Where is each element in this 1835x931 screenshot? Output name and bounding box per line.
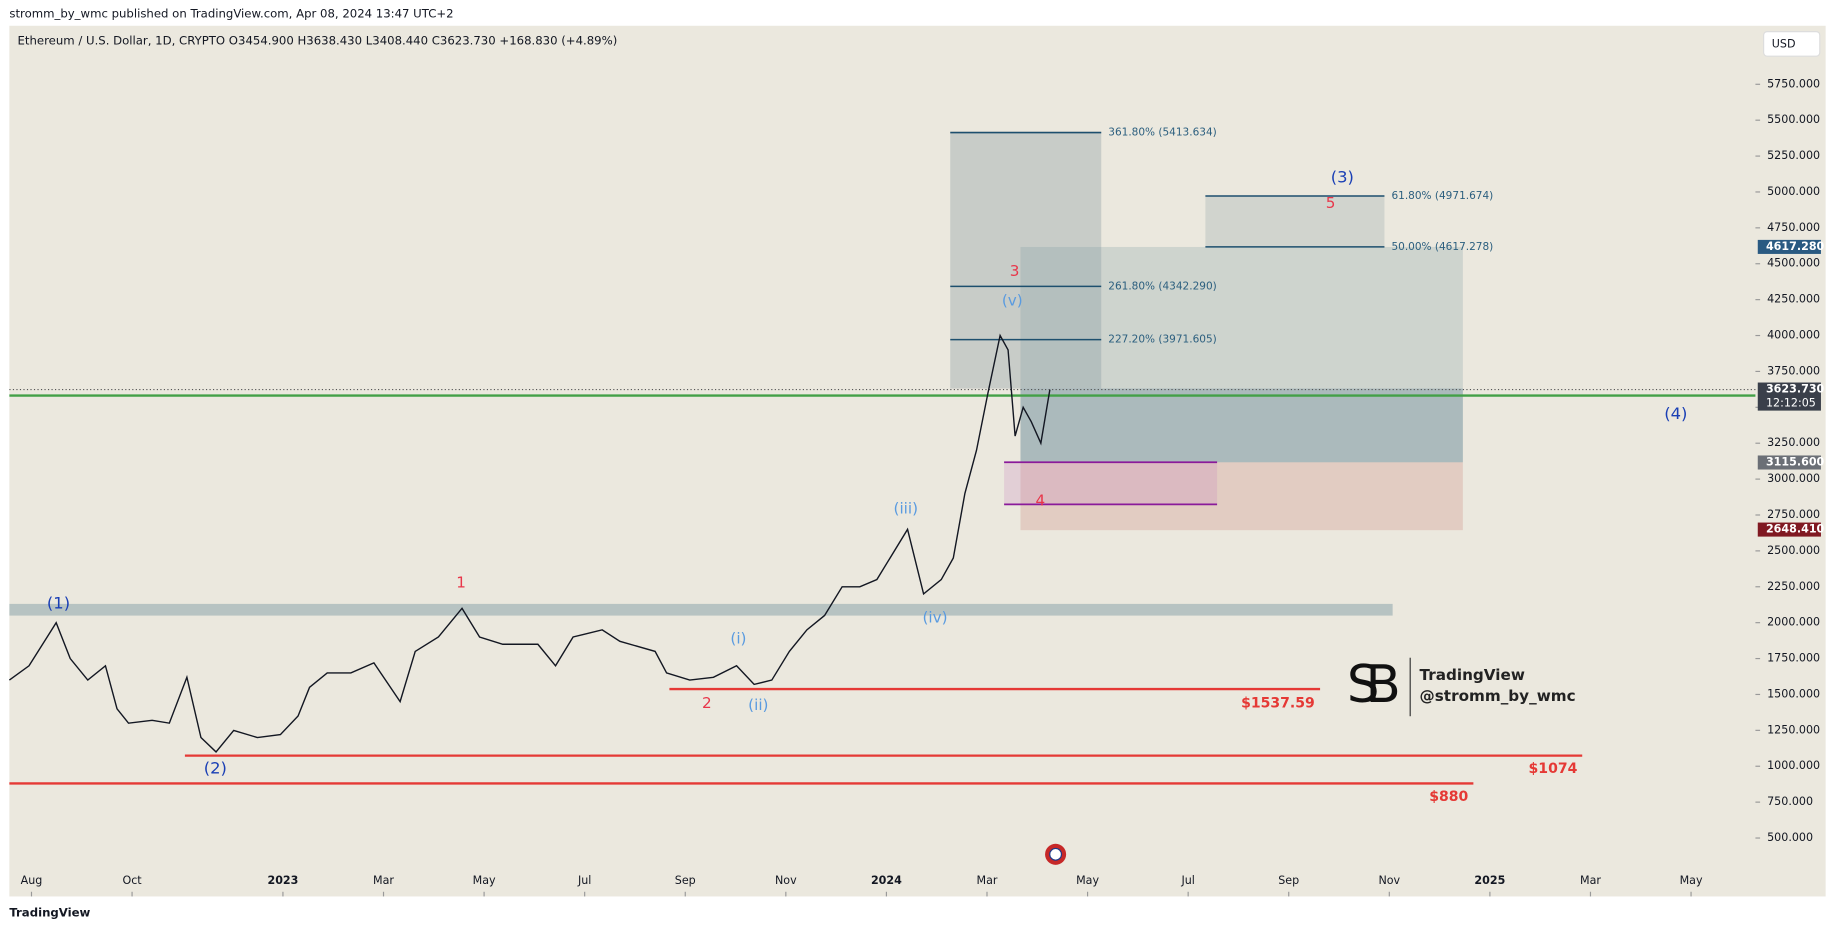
- y-tick-label: 1000.000: [1767, 759, 1820, 772]
- wave-label: 2: [702, 694, 712, 712]
- x-tick-label: Mar: [373, 874, 394, 887]
- x-tick-label: Sep: [1278, 874, 1299, 887]
- x-tick-label: May: [1076, 874, 1099, 887]
- price-badge: [1757, 239, 1821, 254]
- y-tick-label: 4250.000: [1767, 293, 1820, 306]
- wave4-box: [1004, 462, 1218, 505]
- x-tick-label: Mar: [1580, 874, 1601, 887]
- y-tick-label: 2500.000: [1767, 544, 1820, 557]
- y-tick-label: 1750.000: [1767, 652, 1820, 665]
- wave-label: (1): [47, 593, 70, 612]
- support-label: $1074: [1529, 761, 1578, 777]
- x-tick-label: Nov: [1378, 874, 1400, 887]
- y-tick-label: 4750.000: [1767, 221, 1820, 234]
- y-tick-label: 1500.000: [1767, 687, 1820, 700]
- wave-label: (2): [204, 758, 227, 777]
- support-label: $880: [1429, 789, 1468, 805]
- entry-zone: [1020, 388, 1463, 463]
- x-tick-label: Jul: [577, 874, 591, 887]
- price-badge-label: 4617.280: [1766, 240, 1825, 253]
- wave-label: 3: [1010, 262, 1020, 280]
- price-badge: [1757, 455, 1821, 470]
- y-tick-label: 5750.000: [1767, 77, 1820, 90]
- y-tick-label: 5000.000: [1767, 185, 1820, 198]
- watermark-brand: TradingView: [1420, 666, 1525, 684]
- y-tick-label: 1250.000: [1767, 723, 1820, 736]
- watermark-handle: @stromm_by_wmc: [1420, 687, 1576, 705]
- drawings: [9, 131, 1756, 616]
- y-tick-label: 5250.000: [1767, 149, 1820, 162]
- wave-label: 5: [1326, 194, 1336, 212]
- x-tick-label: Mar: [977, 874, 998, 887]
- fib-label: 61.80% (4971.674): [1391, 190, 1493, 202]
- target-zone: [1020, 246, 1463, 463]
- price-badge-label: 3115.600: [1766, 456, 1825, 469]
- currency-box[interactable]: [1763, 31, 1821, 57]
- fib-label: 50.00% (4617.278): [1391, 241, 1493, 253]
- fib-label: 261.80% (4342.290): [1108, 280, 1217, 292]
- y-tick-label: 5500.000: [1767, 113, 1820, 126]
- y-tick-label: 2750.000: [1767, 508, 1820, 521]
- y-tick-label: 3250.000: [1767, 436, 1820, 449]
- support-label: $1537.59: [1241, 695, 1315, 711]
- wave-label: (v): [1002, 291, 1023, 309]
- wave-label: (3): [1331, 167, 1354, 186]
- fib-label: 361.80% (5413.634): [1108, 127, 1217, 139]
- publisher: stromm_by_wmc published on TradingView.c…: [9, 7, 453, 21]
- x-tick-label: 2023: [267, 874, 298, 887]
- y-tick-label: 750.000: [1767, 795, 1813, 808]
- chart-background: [9, 25, 1826, 897]
- y-tick-label: 4000.000: [1767, 329, 1820, 342]
- footer: TradingView: [9, 905, 90, 919]
- y-tick-label: 3000.000: [1767, 472, 1820, 485]
- fib-box: [1205, 195, 1385, 247]
- y-tick-label: 3750.000: [1767, 364, 1820, 377]
- x-tick-label: 2024: [871, 874, 902, 887]
- x-tick-label: Sep: [675, 874, 696, 887]
- x-tick-label: Nov: [775, 874, 797, 887]
- x-tick-label: Aug: [21, 874, 43, 887]
- wave-label: (i): [730, 629, 746, 647]
- x-tick-label: Jul: [1180, 874, 1194, 887]
- price-badge: [1757, 522, 1821, 537]
- x-tick-label: May: [1680, 874, 1703, 887]
- wave-label: 4: [1036, 491, 1046, 509]
- x-tick-label: May: [473, 874, 496, 887]
- wave-label: (iii): [894, 500, 919, 518]
- x-tick-label: Oct: [122, 874, 142, 887]
- y-tick-label: 2250.000: [1767, 580, 1820, 593]
- wave-label: 1: [456, 573, 466, 591]
- price-line-series: [8, 333, 1051, 753]
- price-badge: [1757, 382, 1821, 411]
- price-badge-label: 3623.730: [1766, 383, 1825, 396]
- wave-label: (ii): [748, 696, 768, 714]
- countdown: 12:12:05: [1766, 397, 1816, 410]
- fib-box: [950, 131, 1102, 389]
- y-tick-label: 4500.000: [1767, 257, 1820, 270]
- wave-label: (4): [1664, 404, 1687, 423]
- x-tick-label: 2025: [1474, 874, 1505, 887]
- y-tick-label: 2000.000: [1767, 616, 1820, 629]
- wave-label: (iv): [923, 608, 948, 626]
- stop-zone: [1020, 462, 1463, 531]
- legend: Ethereum / U.S. Dollar, 1D, CRYPTO O3454…: [18, 33, 618, 47]
- y-tick-label: 500.000: [1767, 831, 1813, 844]
- price-badge-label: 2648.410: [1766, 523, 1825, 536]
- fib-label: 227.20% (3971.605): [1108, 334, 1217, 346]
- event-icon-inner: [1049, 847, 1063, 861]
- zone: [9, 603, 1393, 616]
- currency: USD: [1772, 37, 1796, 50]
